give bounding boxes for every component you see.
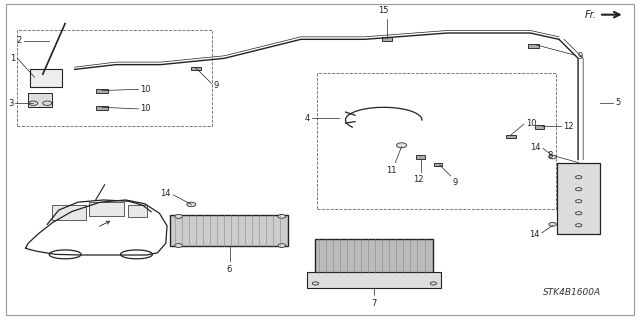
Circle shape [43,101,52,105]
Text: 4: 4 [305,114,310,123]
Circle shape [312,282,319,285]
Bar [506,135,516,138]
Bar [17,30,212,126]
Text: 9: 9 [452,178,458,188]
Bar [307,272,441,287]
Bar [529,44,539,48]
Text: 9: 9 [577,52,582,61]
Text: 7: 7 [371,299,377,308]
Circle shape [175,244,182,248]
Bar [128,205,147,217]
Bar [416,155,425,159]
Bar [382,37,392,41]
Bar [434,163,442,166]
Circle shape [430,282,436,285]
Text: Fr.: Fr. [585,10,596,20]
Bar [28,93,52,107]
Bar [90,202,124,216]
Text: 10: 10 [140,104,151,113]
Circle shape [575,188,582,191]
Text: 14: 14 [529,230,540,239]
Text: 12: 12 [563,122,573,131]
Bar [317,72,556,209]
Circle shape [396,143,406,148]
Circle shape [548,222,556,226]
Circle shape [29,101,38,105]
Circle shape [575,212,582,215]
Text: 9: 9 [214,81,219,90]
Bar [170,215,288,247]
Circle shape [175,214,182,218]
Text: 12: 12 [413,175,424,184]
Text: 15: 15 [378,6,389,15]
Circle shape [548,155,556,159]
Bar [97,89,108,93]
Circle shape [575,200,582,203]
Text: 11: 11 [386,167,397,175]
Bar [30,69,62,87]
Bar [557,163,600,234]
Text: STK4B1600A: STK4B1600A [543,288,601,297]
Bar [315,239,433,273]
Circle shape [575,176,582,179]
Text: 10: 10 [140,85,151,94]
Text: 14: 14 [160,189,170,198]
Text: 3: 3 [8,99,13,108]
Circle shape [278,244,285,248]
Bar [191,67,201,70]
Bar [536,125,544,129]
Circle shape [278,214,285,218]
Circle shape [187,202,196,207]
Text: 1: 1 [10,54,15,63]
Circle shape [575,224,582,227]
Text: 14: 14 [530,143,540,152]
Text: 8: 8 [548,151,553,160]
Text: 5: 5 [615,98,620,107]
Text: 2: 2 [17,36,22,45]
Text: 10: 10 [526,119,536,128]
Text: 6: 6 [227,265,232,274]
Bar [52,205,86,219]
Bar [97,106,108,110]
